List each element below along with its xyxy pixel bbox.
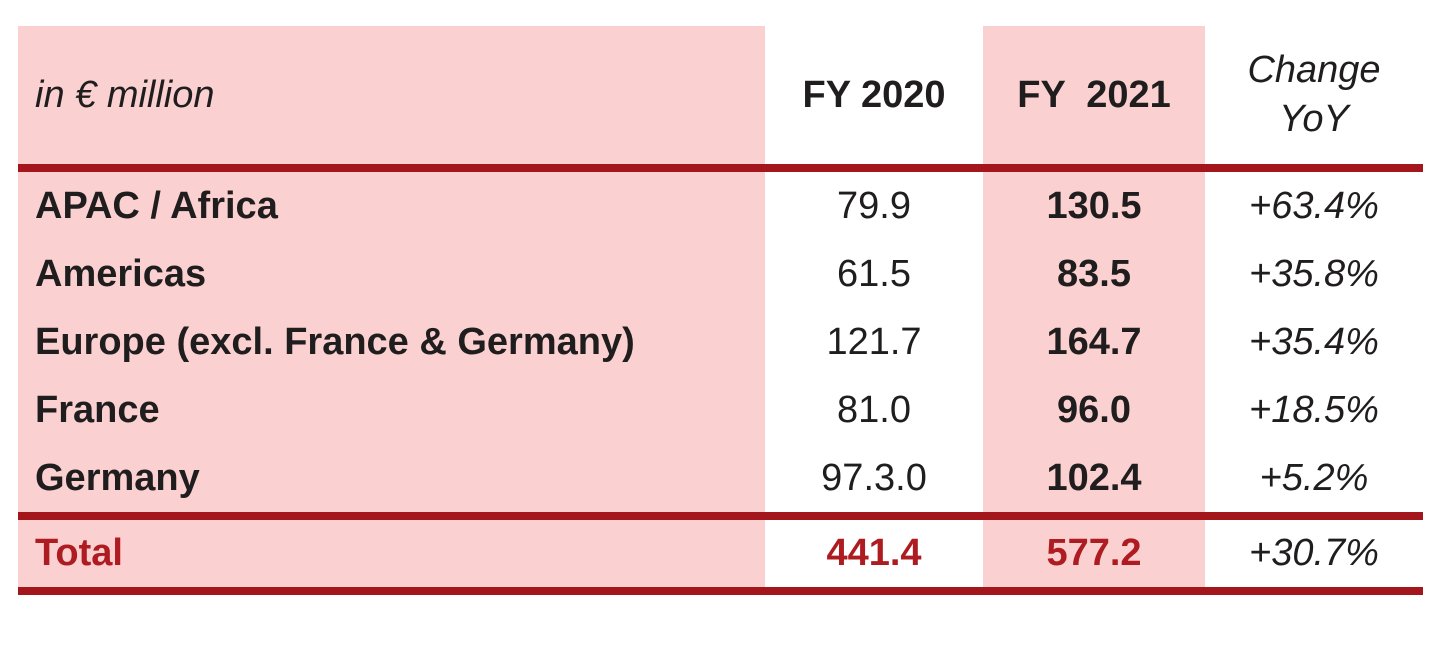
header-rule-line	[18, 164, 1423, 172]
fy2021-value: 164.7	[983, 308, 1205, 376]
table-header-row: in € million FY 2020 FY 2021 Change YoY	[18, 26, 1423, 164]
region-label: Europe (excl. France & Germany)	[18, 308, 765, 376]
change-yoy-value: +18.5%	[1249, 388, 1379, 431]
column-header-fy2021: FY 2021	[983, 26, 1205, 164]
region-label: Americas	[18, 240, 765, 308]
change-yoy-value: +5.2%	[1259, 456, 1369, 499]
change-yoy-value: +35.4%	[1249, 320, 1379, 363]
total-change-yoy-value: +30.7%	[1249, 532, 1379, 574]
fy2020-value: 121.7	[826, 320, 922, 363]
table-row-apac-africa: APAC / Africa 79.9 130.5 +63.4%	[18, 172, 1423, 240]
fy2021-value: 130.5	[983, 172, 1205, 240]
table-row-americas: Americas 61.5 83.5 +35.8%	[18, 240, 1423, 308]
fy2020-value: 61.5	[837, 252, 911, 295]
total-label: Total	[18, 520, 765, 587]
fy2020-value: 79.9	[837, 184, 911, 227]
unit-label: in € million	[18, 26, 765, 164]
revenue-by-region-table: in € million FY 2020 FY 2021 Change YoY …	[18, 26, 1423, 595]
bottom-rule-line	[18, 587, 1423, 595]
change-yoy-value: +63.4%	[1249, 184, 1379, 227]
table-total-row: Total 441.4 577.2 +30.7%	[18, 520, 1423, 587]
fy2020-value: 81.0	[837, 388, 911, 431]
fy2021-value: 102.4	[983, 444, 1205, 512]
total-fy2020-value: 441.4	[826, 532, 922, 574]
region-label: APAC / Africa	[18, 172, 765, 240]
column-header-fy2020: FY 2020	[802, 73, 946, 116]
column-header-change-yoy: Change YoY	[1247, 48, 1381, 140]
fy2021-value: 96.0	[983, 376, 1205, 444]
total-top-rule-line	[18, 512, 1423, 520]
region-label: France	[18, 376, 765, 444]
table-row-germany: Germany 97.3.0 102.4 +5.2%	[18, 444, 1423, 512]
fy2020-value: 97.3.0	[821, 456, 927, 499]
table-row-france: France 81.0 96.0 +18.5%	[18, 376, 1423, 444]
total-fy2021-value: 577.2	[983, 520, 1205, 587]
region-label: Germany	[18, 444, 765, 512]
change-yoy-value: +35.8%	[1249, 252, 1379, 295]
table-row-europe: Europe (excl. France & Germany) 121.7 16…	[18, 308, 1423, 376]
fy2021-value: 83.5	[983, 240, 1205, 308]
